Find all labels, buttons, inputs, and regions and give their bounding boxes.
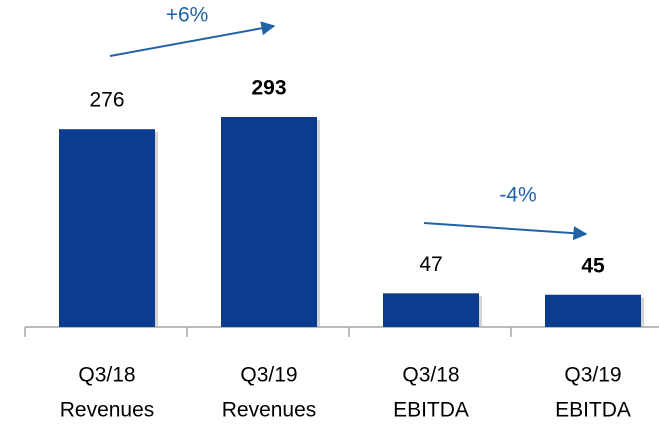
x-tick-label: Revenues <box>222 399 317 422</box>
bar <box>545 294 641 327</box>
bar <box>59 129 155 327</box>
x-tick-label: Q3/19 <box>564 364 621 387</box>
value-label: 276 <box>89 89 124 112</box>
value-label: 45 <box>581 254 605 277</box>
arrow <box>109 21 276 57</box>
x-tick-label: Revenues <box>60 399 155 422</box>
arrow <box>423 222 588 241</box>
value-label: 293 <box>251 77 286 100</box>
x-tick-label: Q3/19 <box>240 364 297 387</box>
bar <box>383 293 479 327</box>
x-tick-label: EBITDA <box>555 399 631 422</box>
annotation: +6% <box>166 4 209 27</box>
x-tick-label: Q3/18 <box>402 364 459 387</box>
bar <box>221 117 317 327</box>
x-tick-label: Q3/18 <box>78 364 135 387</box>
x-tick-label: EBITDA <box>393 399 469 422</box>
value-label: 47 <box>419 253 442 276</box>
annotation: -4% <box>499 184 536 207</box>
